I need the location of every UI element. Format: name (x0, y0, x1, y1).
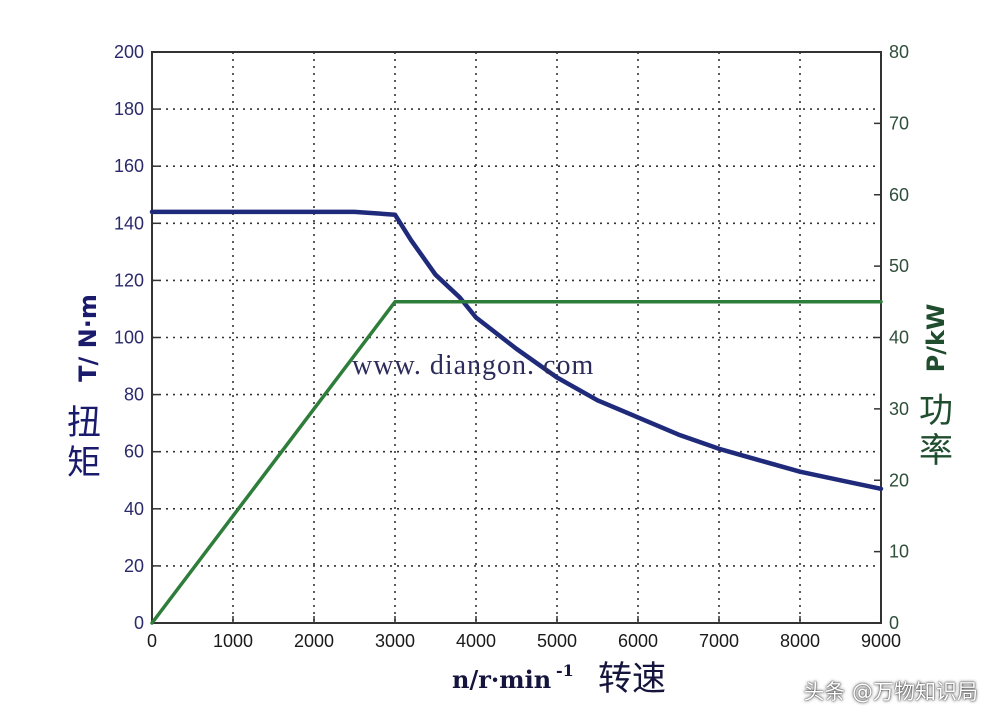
right-tick-label: 30 (889, 399, 909, 419)
ylabel-left-unit: T/ N·m (74, 294, 102, 382)
left-tick-label: 100 (114, 328, 144, 348)
x-tick-label: 0 (147, 631, 157, 651)
torque-series-line (149, 209, 884, 492)
x-tick-label: 8000 (780, 631, 820, 651)
x-tick-label: 6000 (618, 631, 658, 651)
x-tick-label: 9000 (861, 631, 901, 651)
left-tick-label: 180 (114, 99, 144, 119)
left-axis-ticks: 0 20 40 60 80 100 120 140 160 180 200 (114, 42, 159, 633)
right-axis-ticks: 0 10 20 30 40 50 60 70 80 (874, 42, 909, 633)
ylabel-left-char-1: 扭 (67, 403, 101, 443)
left-tick-label: 40 (124, 499, 144, 519)
x-tick-label: 3000 (375, 631, 415, 651)
right-tick-label: 80 (889, 42, 909, 62)
xlabel-math: n/r·min (452, 665, 551, 694)
x-tick-label: 7000 (699, 631, 739, 651)
ylabel-right-char-2: 率 (919, 431, 953, 471)
credit-watermark: 头条 @万物知识局 (803, 680, 978, 704)
x-tick-label: 4000 (456, 631, 496, 651)
left-tick-label: 80 (124, 385, 144, 405)
left-tick-label: 60 (124, 442, 144, 462)
ylabel-right-char-1: 功 (919, 391, 953, 431)
ylabel-right-unit: P/kW (922, 304, 950, 373)
xlabel-cn: 转速 (598, 659, 666, 699)
left-tick-label: 0 (134, 613, 144, 633)
right-tick-label: 10 (889, 542, 909, 562)
left-tick-label: 200 (114, 42, 144, 62)
power-series-line (150, 300, 883, 625)
x-tick-label: 2000 (294, 631, 334, 651)
grid-lines (152, 52, 881, 623)
right-tick-label: 40 (889, 328, 909, 348)
left-tick-label: 160 (114, 156, 144, 176)
right-tick-label: 60 (889, 185, 909, 205)
left-tick-label: 120 (114, 270, 144, 290)
ylabel-left-char-2: 矩 (67, 443, 101, 483)
xlabel-sup: -1 (556, 661, 574, 680)
right-tick-label: 50 (889, 256, 909, 276)
left-tick-label: 140 (114, 213, 144, 233)
left-tick-label: 20 (124, 556, 144, 576)
right-tick-label: 70 (889, 113, 909, 133)
right-tick-label: 20 (889, 470, 909, 490)
x-axis-ticks: 0 1000 2000 3000 4000 5000 6000 7000 8000 9000 (147, 616, 901, 651)
series-group (149, 209, 884, 625)
right-tick-label: 0 (889, 613, 899, 633)
x-tick-label: 5000 (537, 631, 577, 651)
watermark: www. diangon. com (352, 350, 594, 381)
x-tick-label: 1000 (213, 631, 253, 651)
